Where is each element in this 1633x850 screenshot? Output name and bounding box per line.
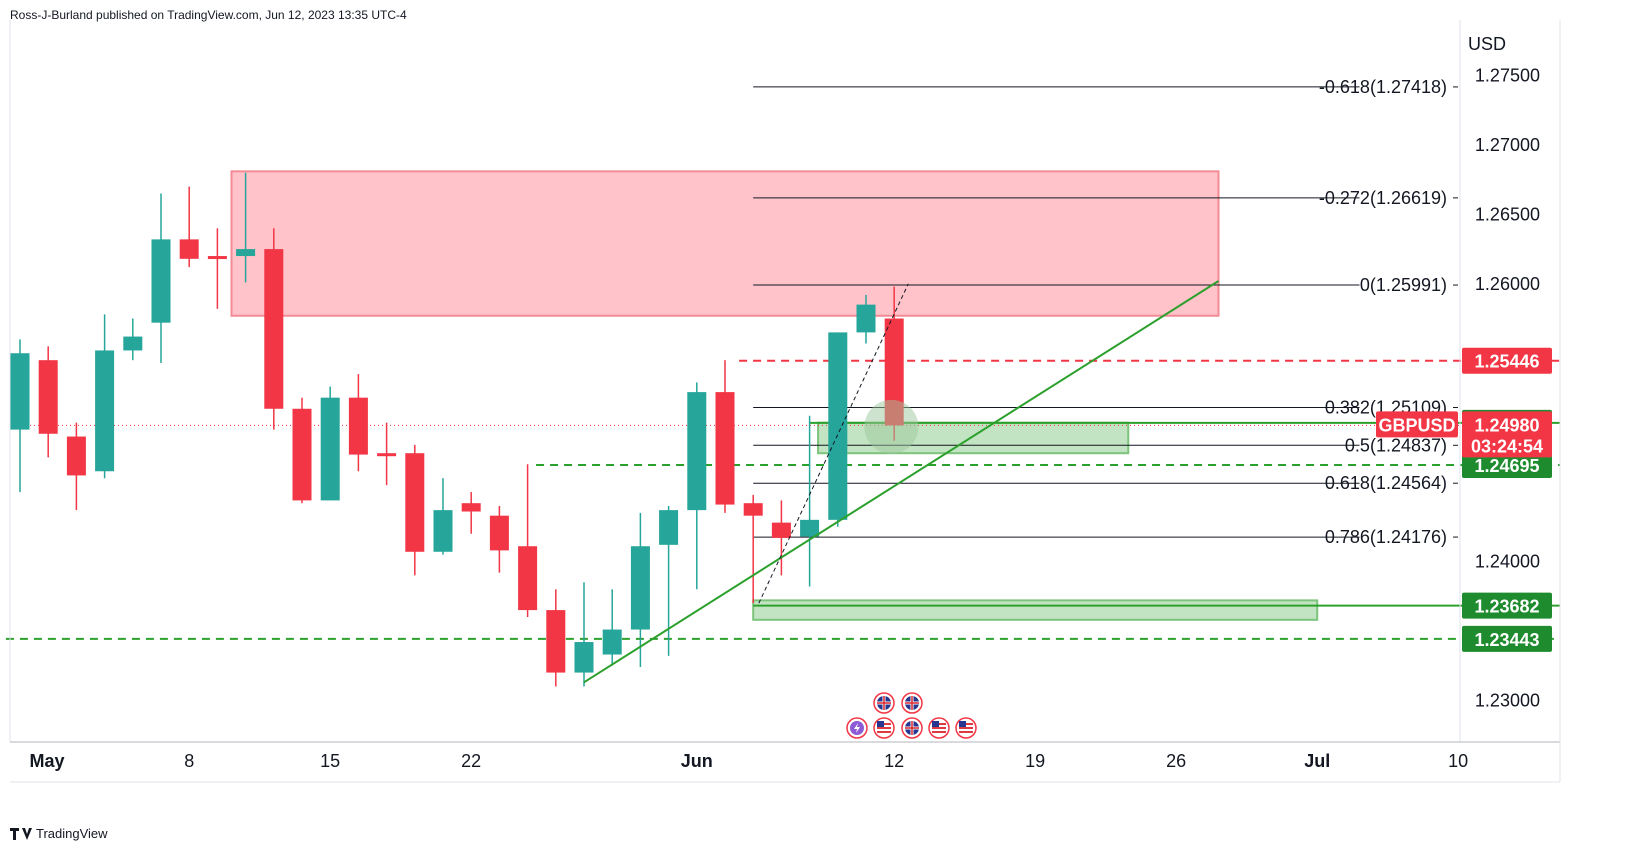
event-flag-uk-1 xyxy=(901,692,923,714)
event-flag-bolt-2 xyxy=(846,717,868,739)
y-tick-1: 1.27000 xyxy=(1475,135,1540,155)
symbol-badge-text: GBPUSD xyxy=(1378,415,1455,435)
zones-layer xyxy=(230,170,1319,621)
candle-body-21 xyxy=(602,629,622,655)
y-tick-5: 1.23000 xyxy=(1475,690,1540,710)
flag-bolt xyxy=(854,723,860,733)
candle-body-1 xyxy=(38,360,58,434)
candle-body-6 xyxy=(179,239,199,259)
x-tick-3: 22 xyxy=(461,751,481,771)
supply-zone-0 xyxy=(230,170,1220,317)
candle-body-19 xyxy=(546,610,566,673)
price-badge-text-1: 1.24695 xyxy=(1474,456,1539,476)
x-tick-8: Jul xyxy=(1304,751,1330,771)
event-flag-us-6 xyxy=(955,717,977,739)
price-badge-text-2: 1.23443 xyxy=(1474,630,1539,650)
price-badge-2 xyxy=(1462,625,1552,652)
tradingview-logo-icon xyxy=(10,827,32,840)
candle-body-31 xyxy=(884,318,904,426)
demand-zone-2 xyxy=(752,599,1319,621)
fib-label-5: 0.618(1.24564) xyxy=(1325,473,1447,493)
price-badge-1 xyxy=(1462,452,1552,479)
x-tick-2: 15 xyxy=(320,751,340,771)
x-tick-4: Jun xyxy=(681,751,713,771)
event-flag-uk-4 xyxy=(901,717,923,739)
candle-body-29 xyxy=(828,332,848,520)
flag-canton xyxy=(959,721,966,727)
fib-label-6: 0.786(1.24176) xyxy=(1325,527,1447,547)
candle-body-20 xyxy=(574,642,594,673)
y-tick-2: 1.26500 xyxy=(1475,204,1540,224)
candle-body-14 xyxy=(405,453,425,552)
economic-events xyxy=(846,692,977,739)
countdown-text: 03:24:54 xyxy=(1471,436,1543,456)
fib-label-0: -0.618(1.27418) xyxy=(1319,77,1447,97)
price-badge-text-0: 1.25446 xyxy=(1474,352,1539,372)
trendline xyxy=(583,280,1220,684)
price-badge-text-4: 1.23682 xyxy=(1474,597,1539,617)
x-tick-0: May xyxy=(29,751,64,771)
event-flag-us-3 xyxy=(873,717,895,739)
publisher-line: Ross-J-Burland published on TradingView.… xyxy=(10,8,407,22)
currency-label: USD xyxy=(1468,34,1506,54)
badges-layer: 1.254461.246951.234431.249981.23682GBPUS… xyxy=(1376,347,1552,652)
candle-body-9 xyxy=(264,249,284,409)
event-flag-uk-0 xyxy=(873,692,895,714)
candle-body-15 xyxy=(433,510,453,552)
x-tick-6: 19 xyxy=(1025,751,1045,771)
candle-body-11 xyxy=(320,397,340,501)
current-price-text: 1.24980 xyxy=(1474,415,1539,435)
candle-body-30 xyxy=(856,304,876,333)
candle-body-4 xyxy=(123,336,143,351)
candles-layer xyxy=(10,172,904,687)
candle-body-5 xyxy=(151,239,171,323)
tradingview-logo: TradingView xyxy=(10,826,108,841)
flag-canton xyxy=(932,721,939,727)
candle-body-18 xyxy=(518,546,538,611)
candle-body-24 xyxy=(687,392,707,511)
x-tick-5: 12 xyxy=(884,751,904,771)
candle-body-16 xyxy=(461,503,481,512)
y-tick-4: 1.24000 xyxy=(1475,552,1540,572)
fib-label-4: 0.5(1.24837) xyxy=(1345,435,1447,455)
candle-body-25 xyxy=(715,392,735,505)
candle-body-27 xyxy=(771,522,791,538)
candle-body-17 xyxy=(489,515,509,551)
symbol-badge xyxy=(1376,411,1458,438)
candle-body-0 xyxy=(10,353,30,430)
highlight-circle xyxy=(864,399,919,454)
candle-body-7 xyxy=(207,256,227,260)
candle-body-2 xyxy=(66,436,86,476)
tradingview-brand: TradingView xyxy=(36,826,108,841)
x-tick-9: 10 xyxy=(1448,751,1468,771)
current-price-badge xyxy=(1462,411,1552,458)
candle-body-23 xyxy=(659,510,679,545)
drawings-layer xyxy=(583,280,1220,684)
candle-body-12 xyxy=(348,397,368,455)
fib-label-1: -0.272(1.26619) xyxy=(1319,188,1447,208)
candle-body-13 xyxy=(377,453,397,457)
candle-body-26 xyxy=(743,503,763,516)
candle-body-28 xyxy=(800,519,820,537)
x-tick-1: 8 xyxy=(184,751,194,771)
fibonacci-layer: -0.618(1.27418) -0.272(1.26619) 0(1.25991)… xyxy=(753,77,1458,547)
fib-label-2: 0(1.25991) xyxy=(1360,275,1447,295)
axes-layer: USD 1.27500 1.27000 1.26500 1.26000 1.24000 1.… xyxy=(9,20,1561,783)
x-tick-7: 26 xyxy=(1166,751,1186,771)
candle-body-10 xyxy=(292,408,312,501)
candle-body-22 xyxy=(630,546,650,630)
price-badge-4 xyxy=(1462,592,1552,619)
event-flag-us-5 xyxy=(928,717,950,739)
y-tick-3: 1.26000 xyxy=(1475,274,1540,294)
candle-body-3 xyxy=(95,350,115,472)
flag-canton xyxy=(877,721,884,727)
fib-swing-line xyxy=(758,283,909,604)
price-badge-0 xyxy=(1462,347,1552,374)
candle-body-8 xyxy=(236,249,256,257)
y-tick-0: 1.27500 xyxy=(1475,66,1540,86)
